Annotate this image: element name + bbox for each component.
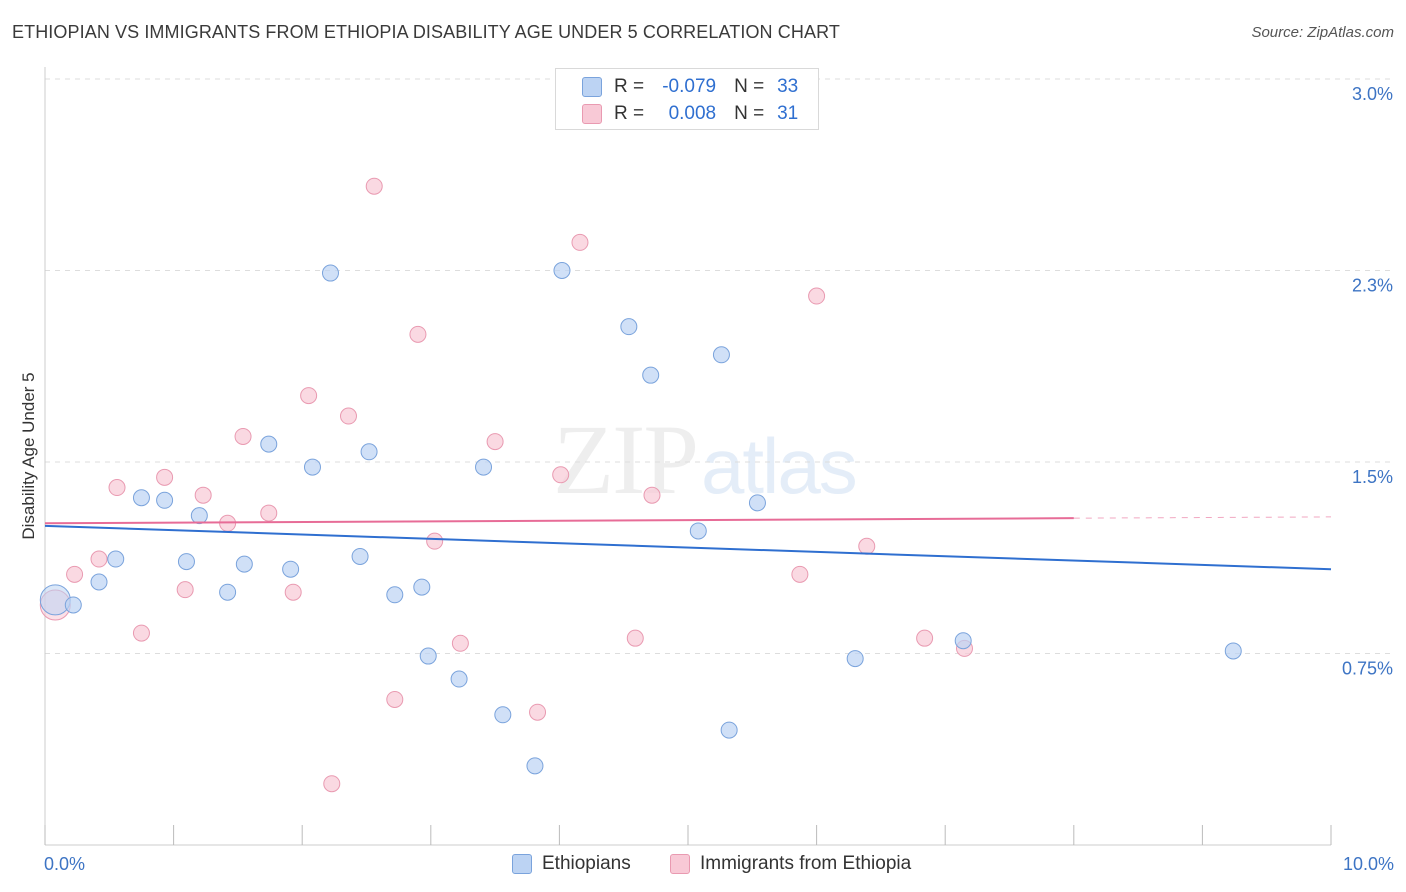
ethiopians-point bbox=[954, 632, 972, 650]
legend-swatch-pink bbox=[582, 104, 602, 124]
legend-n-value: 33 bbox=[777, 76, 799, 97]
legend-swatch-blue bbox=[582, 77, 602, 97]
ethiopians-point bbox=[413, 578, 431, 596]
y-tick-label: 2.3% bbox=[1352, 276, 1393, 296]
immigrants-point bbox=[571, 233, 589, 251]
ethiopians-point bbox=[132, 489, 150, 507]
legend-row-immigrants: R = 0.008 N = 31 bbox=[582, 102, 798, 126]
ethiopians-point bbox=[90, 573, 108, 591]
immigrants-point bbox=[90, 550, 108, 568]
x-tick-label-max: 10.0% bbox=[1343, 854, 1394, 874]
immigrants-point bbox=[426, 532, 444, 550]
y-tick-labels: 0.75% 1.5% 2.3% 3.0% bbox=[1342, 84, 1393, 679]
ethiopians-point bbox=[689, 522, 707, 540]
ethiopians-point bbox=[475, 458, 493, 476]
bottom-legend-label: Ethiopians bbox=[542, 853, 631, 874]
ethiopians-point bbox=[526, 757, 544, 775]
ethiopians-point bbox=[720, 721, 738, 739]
ethiopians-point bbox=[321, 264, 339, 282]
ethiopians-point bbox=[107, 550, 125, 568]
series-ethiopians-points bbox=[39, 262, 1242, 775]
immigrants-point bbox=[486, 433, 504, 451]
chart-title: ETHIOPIAN VS IMMIGRANTS FROM ETHIOPIA DI… bbox=[12, 22, 840, 42]
axes bbox=[44, 67, 1331, 846]
ethiopians-point bbox=[303, 458, 321, 476]
immigrants-point bbox=[300, 387, 318, 405]
ethiopians-point bbox=[1224, 642, 1242, 660]
y-tick-label: 0.75% bbox=[1342, 659, 1393, 679]
immigrants-point bbox=[409, 325, 427, 343]
legend-r-label: R = bbox=[614, 103, 645, 124]
x-ticks bbox=[44, 825, 1332, 845]
correlation-legend: R = -0.079 N = 33 R = 0.008 N = 31 bbox=[555, 68, 819, 130]
immigrants-point bbox=[916, 629, 934, 647]
immigrants-point bbox=[176, 581, 194, 599]
immigrants-point bbox=[386, 690, 404, 708]
legend-n-label: N = bbox=[734, 76, 765, 97]
bottom-legend-ethiopians: Ethiopians bbox=[512, 852, 631, 876]
immigrants-point bbox=[791, 565, 809, 583]
ethiopians-point bbox=[235, 555, 253, 573]
legend-n-value: 31 bbox=[777, 103, 799, 124]
immigrants-point bbox=[156, 468, 174, 486]
ethiopians-point bbox=[351, 547, 369, 565]
ethiopians-point bbox=[190, 507, 208, 525]
immigrants-point bbox=[365, 177, 383, 195]
ethiopians-trend-line bbox=[44, 524, 1332, 571]
ethiopians-point bbox=[64, 596, 82, 614]
immigrants-point bbox=[108, 479, 126, 497]
immigrants-point bbox=[808, 287, 826, 305]
ethiopians-point bbox=[620, 318, 638, 336]
immigrants-point bbox=[339, 407, 357, 425]
legend-n-label: N = bbox=[734, 103, 765, 124]
immigrants-point bbox=[66, 565, 84, 583]
legend-r-label: R = bbox=[614, 76, 645, 97]
ethiopians-point bbox=[494, 706, 512, 724]
ethiopians-point bbox=[260, 435, 278, 453]
ethiopians-point bbox=[219, 583, 237, 601]
ethiopians-point bbox=[553, 262, 571, 279]
immigrants-point bbox=[529, 703, 547, 721]
immigrants-point bbox=[284, 583, 302, 601]
immigrants-point bbox=[552, 466, 570, 484]
legend-row-ethiopians: R = -0.079 N = 33 bbox=[582, 75, 798, 99]
immigrants-point bbox=[451, 634, 469, 652]
bottom-legend-label: Immigrants from Ethiopia bbox=[700, 853, 912, 874]
immigrants-point bbox=[194, 486, 212, 504]
ethiopians-point bbox=[450, 670, 468, 688]
ethiopians-point bbox=[386, 586, 404, 604]
immigrants-point bbox=[323, 775, 341, 793]
ethiopians-point bbox=[39, 584, 71, 616]
y-tick-label: 3.0% bbox=[1352, 84, 1393, 104]
bottom-legend-swatch-blue bbox=[512, 854, 532, 874]
ethiopians-point bbox=[712, 346, 730, 364]
x-tick-label-min: 0.0% bbox=[44, 854, 85, 874]
immigrants-point bbox=[234, 427, 252, 445]
trend-lines bbox=[44, 516, 1332, 571]
immigrants-point bbox=[643, 486, 661, 504]
immigrants-point bbox=[260, 504, 278, 522]
legend-r-value: 0.008 bbox=[668, 103, 717, 124]
ethiopians-point bbox=[642, 366, 660, 384]
legend-r-value: -0.079 bbox=[662, 76, 717, 97]
ethiopians-point bbox=[282, 560, 300, 578]
immigrants-point bbox=[626, 629, 644, 647]
ethiopians-point bbox=[177, 553, 195, 571]
immigrants-trend-extension bbox=[1073, 516, 1332, 519]
immigrants-point bbox=[132, 624, 150, 642]
bottom-legend-swatch-pink bbox=[670, 854, 690, 874]
y-axis-title: Disability Age Under 5 bbox=[19, 372, 38, 539]
ethiopians-point bbox=[846, 650, 864, 668]
immigrants-trend-line bbox=[44, 517, 1074, 525]
immigrants-point bbox=[858, 537, 876, 555]
ethiopians-point bbox=[156, 491, 174, 509]
y-tick-label: 1.5% bbox=[1352, 467, 1393, 487]
ethiopians-point bbox=[419, 647, 437, 665]
source-label: Source: ZipAtlas.com bbox=[1251, 24, 1394, 41]
ethiopians-point bbox=[748, 494, 766, 512]
ethiopians-point bbox=[360, 443, 378, 461]
bottom-legend-immigrants: Immigrants from Ethiopia bbox=[670, 852, 911, 876]
